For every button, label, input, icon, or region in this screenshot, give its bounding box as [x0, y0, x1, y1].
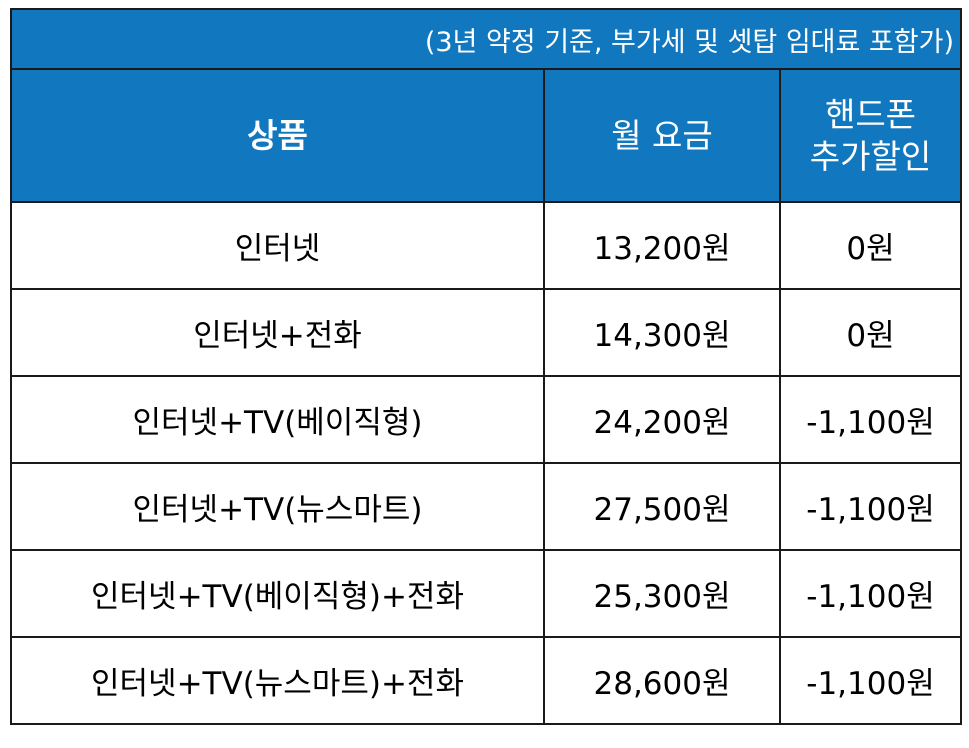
pricing-table: (3년 약정 기준, 부가세 및 셋탑 임대료 포함가) 상품 월 요금 핸드폰… — [10, 8, 962, 725]
table-row: 인터넷+TV(베이직형) 24,200원 -1,100원 — [10, 375, 962, 464]
cell-product: 인터넷 — [10, 201, 545, 290]
cell-discount: -1,100원 — [779, 636, 962, 725]
table-note: (3년 약정 기준, 부가세 및 셋탑 임대료 포함가) — [10, 8, 962, 70]
cell-discount: -1,100원 — [779, 375, 962, 464]
cell-product: 인터넷+TV(베이직형)+전화 — [10, 549, 545, 638]
cell-fee: 27,500원 — [543, 462, 781, 551]
header-monthly-fee: 월 요금 — [543, 68, 781, 203]
cell-fee: 14,300원 — [543, 288, 781, 377]
table-row: 인터넷+TV(뉴스마트) 27,500원 -1,100원 — [10, 462, 962, 551]
cell-product: 인터넷+TV(베이직형) — [10, 375, 545, 464]
header-product: 상품 — [10, 68, 545, 203]
cell-discount: -1,100원 — [779, 462, 962, 551]
cell-fee: 28,600원 — [543, 636, 781, 725]
cell-discount: 0원 — [779, 201, 962, 290]
table-row: 인터넷+TV(뉴스마트)+전화 28,600원 -1,100원 — [10, 636, 962, 725]
header-phone-discount-line1: 핸드폰 — [824, 95, 917, 135]
table-row: 인터넷+전화 14,300원 0원 — [10, 288, 962, 377]
cell-product: 인터넷+TV(뉴스마트) — [10, 462, 545, 551]
table-row: 인터넷 13,200원 0원 — [10, 201, 962, 290]
cell-fee: 25,300원 — [543, 549, 781, 638]
cell-fee: 13,200원 — [543, 201, 781, 290]
header-phone-discount: 핸드폰 추가할인 — [779, 68, 962, 203]
cell-discount: 0원 — [779, 288, 962, 377]
header-phone-discount-line2: 추가할인 — [809, 136, 932, 176]
table-row: 인터넷+TV(베이직형)+전화 25,300원 -1,100원 — [10, 549, 962, 638]
cell-product: 인터넷+전화 — [10, 288, 545, 377]
cell-discount: -1,100원 — [779, 549, 962, 638]
table-note-row: (3년 약정 기준, 부가세 및 셋탑 임대료 포함가) — [10, 8, 962, 70]
table-header-row: 상품 월 요금 핸드폰 추가할인 — [10, 68, 962, 203]
pricing-table-container: (3년 약정 기준, 부가세 및 셋탑 임대료 포함가) 상품 월 요금 핸드폰… — [10, 8, 962, 725]
cell-product: 인터넷+TV(뉴스마트)+전화 — [10, 636, 545, 725]
cell-fee: 24,200원 — [543, 375, 781, 464]
